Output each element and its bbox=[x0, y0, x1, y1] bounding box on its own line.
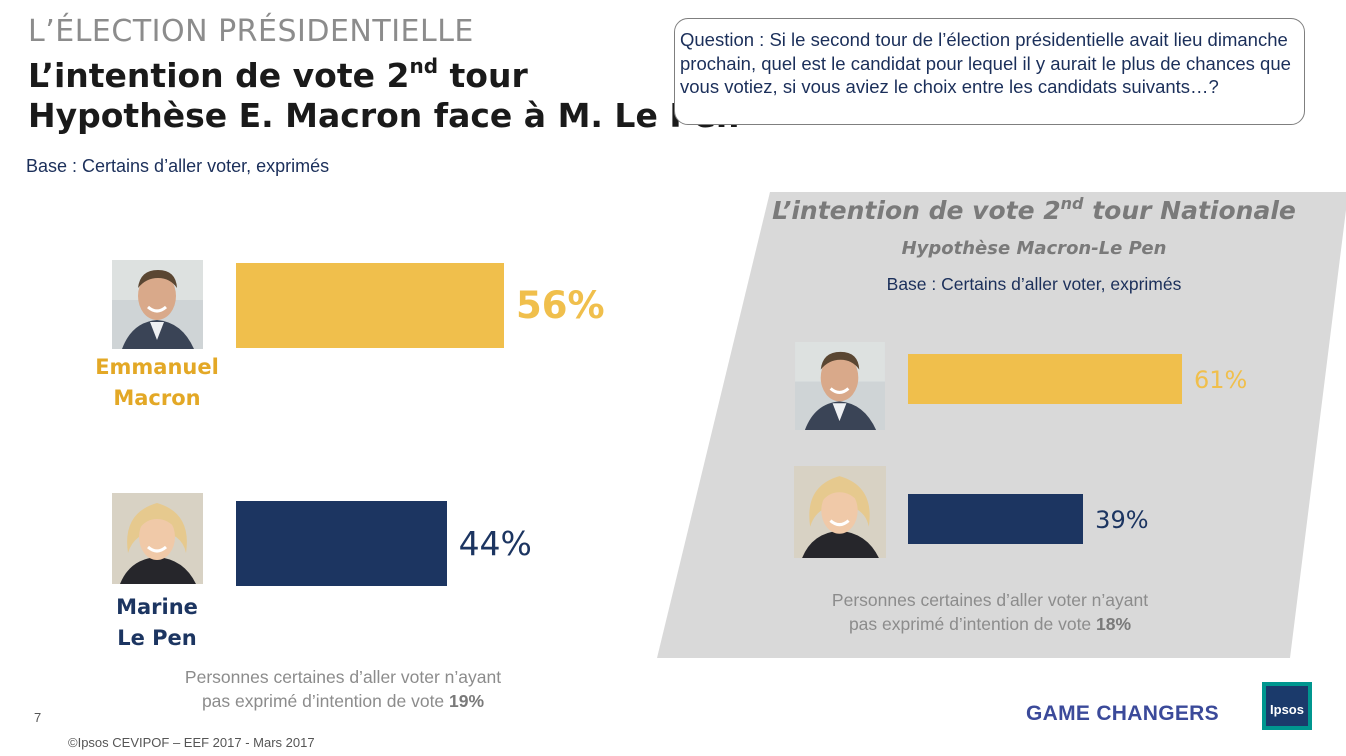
macron-name: Emmanuel Macron bbox=[87, 352, 227, 414]
national-base-label: Base : Certains d’aller voter, exprimés bbox=[886, 274, 1182, 294]
lepen-photo-national bbox=[794, 466, 886, 558]
lepen-name: Marine Le Pen bbox=[87, 592, 227, 654]
value-label-lepen-national: 39% bbox=[1095, 506, 1149, 534]
note-left-value: 19% bbox=[449, 691, 485, 711]
note-national-line2: pas exprimé d’intention de vote bbox=[848, 614, 1097, 634]
ipsos-logo-text: Ipsos bbox=[1270, 702, 1304, 717]
note-national-line1: Personnes certaines d’aller voter n’ayan… bbox=[831, 590, 1149, 610]
question-box: Question : Si le second tour de l’électi… bbox=[674, 18, 1305, 125]
lepen-photo bbox=[112, 493, 203, 584]
national-title-superscript: nd bbox=[1060, 194, 1084, 213]
no-intention-note-national: Personnes certaines d’aller voter n’ayan… bbox=[790, 588, 1190, 636]
note-left-line1: Personnes certaines d’aller voter n’ayan… bbox=[184, 667, 502, 687]
bar-macron-national bbox=[908, 354, 1182, 404]
bar-lepen-national bbox=[908, 494, 1084, 544]
title-line1-end: tour bbox=[438, 56, 528, 95]
lepen-last-name: Le Pen bbox=[117, 626, 197, 650]
macron-photo bbox=[112, 260, 203, 349]
macron-photo-national bbox=[794, 342, 886, 430]
note-national-value: 18% bbox=[1096, 614, 1132, 634]
page-title: L’intention de vote 2nd tour Hypothèse E… bbox=[28, 56, 739, 136]
game-changers-tagline: GAME CHANGERS bbox=[1026, 702, 1219, 725]
bar-lepen-left bbox=[236, 501, 447, 586]
lepen-first-name: Marine bbox=[116, 595, 198, 619]
national-title-end: tour Nationale bbox=[1083, 196, 1296, 225]
title-superscript: nd bbox=[409, 54, 439, 78]
title-line1: L’intention de vote 2 bbox=[28, 56, 410, 95]
value-label-macron-left: 56% bbox=[516, 284, 605, 327]
footer-copyright: ©Ipsos CEVIPOF – EEF 2017 - Mars 2017 bbox=[68, 735, 315, 750]
national-chart-subtitle: Hypothèse Macron-Le Pen bbox=[901, 238, 1167, 259]
no-intention-note-left: Personnes certaines d’aller voter n’ayan… bbox=[150, 665, 536, 713]
base-label: Base : Certains d’aller voter, exprimés bbox=[26, 156, 330, 176]
national-title-start: L’intention de vote 2 bbox=[772, 196, 1061, 225]
value-label-macron-national: 61% bbox=[1194, 366, 1248, 394]
macron-first-name: Emmanuel bbox=[95, 355, 219, 379]
title-line2: Hypothèse E. Macron face à M. Le Pen bbox=[28, 96, 740, 135]
value-label-lepen-left: 44% bbox=[458, 524, 532, 563]
note-left-line2: pas exprimé d’intention de vote bbox=[201, 691, 450, 711]
page-number: 7 bbox=[34, 710, 42, 725]
national-chart-title: L’intention de vote 2nd tour Nationale bbox=[760, 194, 1308, 226]
macron-last-name: Macron bbox=[113, 386, 201, 410]
bar-macron-left bbox=[236, 263, 504, 348]
ipsos-logo: Ipsos bbox=[1262, 682, 1312, 730]
section-title: L’ÉLECTION PRÉSIDENTIELLE bbox=[28, 14, 474, 49]
